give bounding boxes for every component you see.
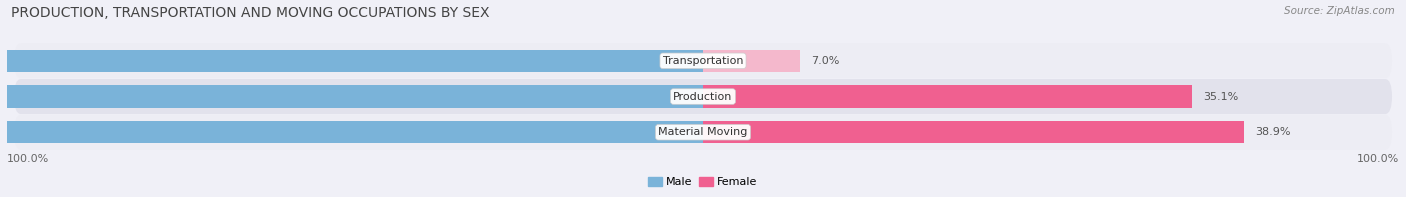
Bar — [703, 50, 800, 72]
Text: 7.0%: 7.0% — [811, 56, 839, 66]
Bar — [703, 121, 1244, 143]
Text: 100.0%: 100.0% — [7, 154, 49, 164]
Text: PRODUCTION, TRANSPORTATION AND MOVING OCCUPATIONS BY SEX: PRODUCTION, TRANSPORTATION AND MOVING OC… — [11, 6, 489, 20]
FancyBboxPatch shape — [14, 115, 1392, 150]
Text: Source: ZipAtlas.com: Source: ZipAtlas.com — [1284, 6, 1395, 16]
Text: 38.9%: 38.9% — [1256, 127, 1291, 137]
Bar — [0, 85, 703, 108]
Legend: Male, Female: Male, Female — [644, 172, 762, 191]
Text: Production: Production — [673, 92, 733, 101]
Text: Material Moving: Material Moving — [658, 127, 748, 137]
FancyBboxPatch shape — [14, 79, 1392, 114]
Text: 35.1%: 35.1% — [1202, 92, 1237, 101]
Text: 100.0%: 100.0% — [1357, 154, 1399, 164]
FancyBboxPatch shape — [14, 43, 1392, 78]
Text: Transportation: Transportation — [662, 56, 744, 66]
Bar — [0, 121, 703, 143]
Bar — [703, 85, 1191, 108]
Bar — [0, 50, 703, 72]
